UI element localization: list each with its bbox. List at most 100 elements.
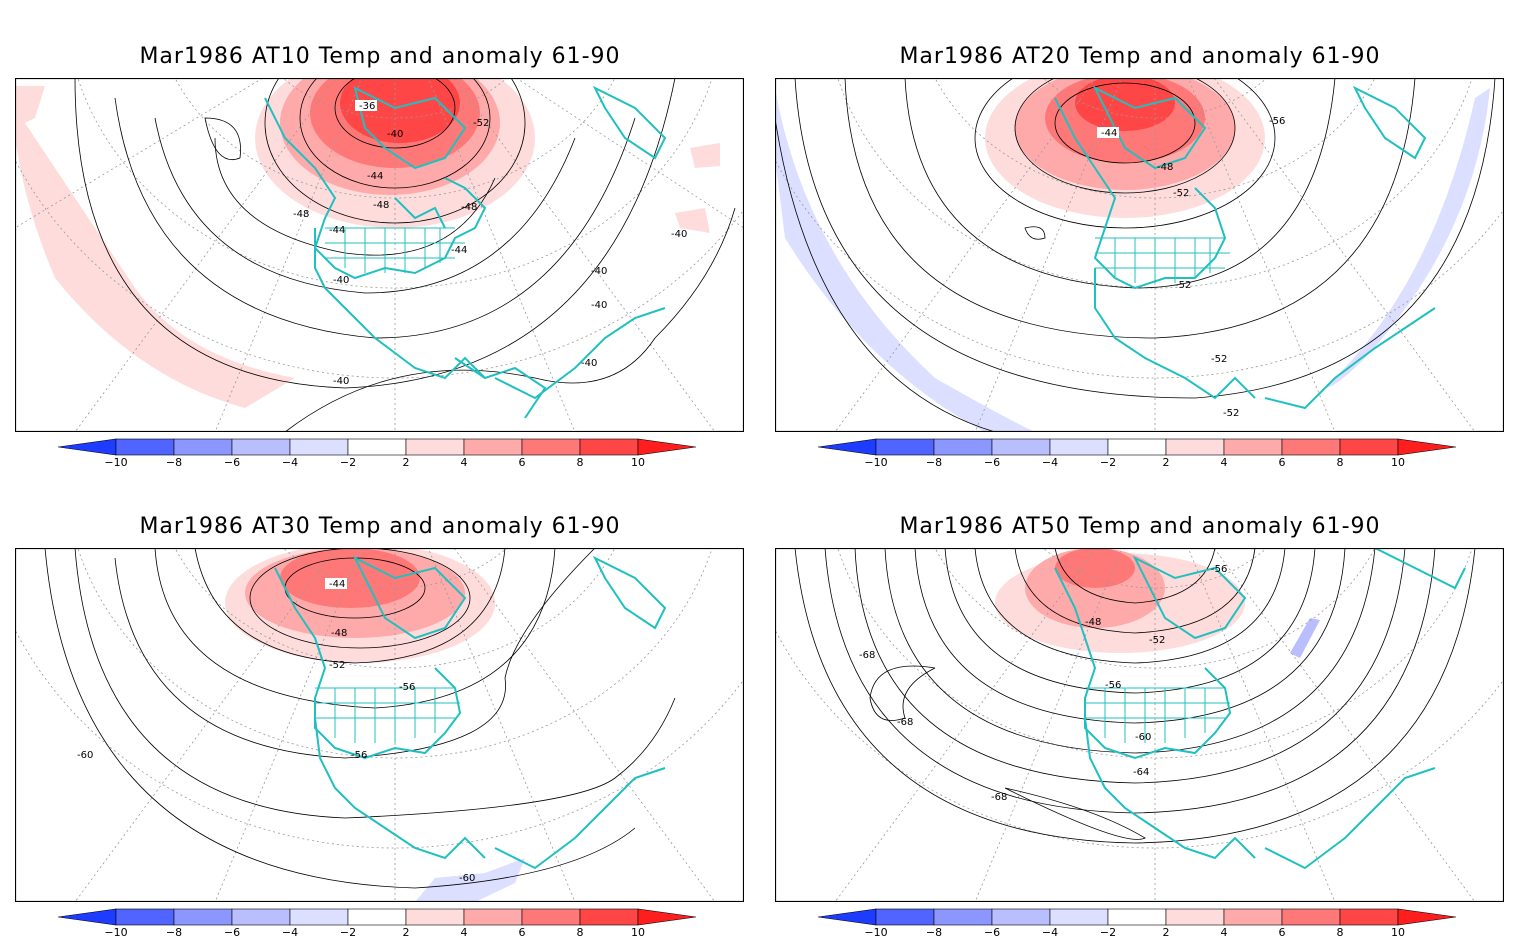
colorbar-segment	[115, 438, 175, 456]
anomaly-negative-region	[1290, 618, 1320, 658]
colorbar-tick-label: 10	[1391, 456, 1405, 469]
colorbar-tick-label: 4	[460, 926, 468, 939]
colorbar-arrow-high	[1397, 438, 1457, 456]
contour-label: -48	[331, 628, 347, 639]
colorbar-arrow-low	[818, 908, 877, 926]
colorbar-segment	[115, 908, 175, 926]
contour-label: -44	[329, 579, 345, 590]
contour-label: -40	[591, 266, 607, 277]
colorbar-segment	[875, 908, 935, 926]
contour-label: -40	[333, 376, 349, 387]
colorbar-tick-label: −4	[281, 926, 299, 939]
colorbar-segment	[933, 908, 993, 926]
colorbar-segment	[933, 438, 993, 456]
contour-label: -52	[1223, 408, 1239, 419]
colorbar-segment	[173, 438, 233, 456]
colorbar-tick-label: −4	[1041, 926, 1059, 939]
colorbar-segment	[1223, 908, 1283, 926]
contour-label: -44	[1101, 128, 1117, 139]
contour-label: -48	[1085, 617, 1101, 628]
map-plot: -36 -40 -44 -48 -52 -48 -48 -44 -44 -40 …	[15, 78, 744, 432]
panel-at10: Mar1986 AT10 Temp and anomaly 61-90	[0, 0, 760, 470]
coastline	[1264, 767, 1436, 870]
contour-label: -56	[399, 682, 415, 693]
colorbar-segment	[991, 908, 1051, 926]
colorbar-tick-label: −8	[165, 456, 183, 469]
coastline	[592, 555, 667, 630]
colorbar-segment	[347, 438, 407, 456]
colorbar-tick-label: 2	[402, 456, 410, 469]
colorbar-segment	[463, 438, 523, 456]
colorbar-segment	[289, 908, 349, 926]
contour-label: -52	[1211, 354, 1227, 365]
colorbar-tick-label: −4	[1041, 456, 1059, 469]
colorbar-tick-label: −2	[339, 926, 357, 939]
colorbar	[818, 438, 1457, 456]
anomaly-positive-region	[340, 78, 460, 143]
colorbar-tick-label: −10	[864, 456, 888, 469]
anomaly-positive-region	[15, 86, 45, 128]
colorbar-tick-label: −2	[1099, 926, 1117, 939]
colorbar-segment	[1107, 908, 1167, 926]
coastline	[592, 85, 667, 160]
contour-label: -44	[367, 171, 383, 182]
colorbar-tick-label: −10	[104, 926, 128, 939]
colorbar-tick-label: −6	[983, 926, 1001, 939]
coastline	[1054, 567, 1232, 760]
panel-title: Mar1986 AT50 Temp and anomaly 61-90	[899, 514, 1381, 539]
colorbar-segment	[289, 438, 349, 456]
colorbar-tick-label: 8	[1336, 926, 1344, 939]
colorbar-tick-label: 6	[518, 456, 526, 469]
colorbar-tick-label: 4	[1220, 456, 1228, 469]
contour-label: -56	[1269, 116, 1285, 127]
colorbar-segment	[405, 438, 465, 456]
colorbar-tick-label: 8	[576, 926, 584, 939]
colorbar-segment	[1339, 908, 1399, 926]
contour-label: -40	[387, 129, 403, 140]
colorbar-tick-label: 2	[402, 926, 410, 939]
anomaly-positive-region	[1055, 548, 1135, 588]
colorbar-tick-label: −8	[925, 456, 943, 469]
contour-label: -60	[459, 873, 475, 884]
contour-label: -36	[359, 101, 375, 112]
contour-label: -44	[329, 225, 345, 236]
colorbar-segment	[579, 908, 639, 926]
contour-label: -52	[473, 118, 489, 129]
colorbar-segment	[1165, 908, 1225, 926]
colorbar	[58, 438, 697, 456]
contour-label: -40	[671, 229, 687, 240]
contour-label: -68	[859, 650, 875, 661]
colorbar-segment	[521, 438, 581, 456]
panel-title: Mar1986 AT30 Temp and anomaly 61-90	[139, 514, 621, 539]
contour-label: -40	[333, 275, 349, 286]
coastline	[1054, 97, 1227, 290]
colorbar-tick-label: −2	[1099, 456, 1117, 469]
contour-label: -52	[1173, 188, 1189, 199]
colorbar-segment	[991, 438, 1051, 456]
colorbar-tick-label: −6	[223, 456, 241, 469]
colorbar	[58, 908, 697, 926]
colorbar-segment	[1107, 438, 1167, 456]
colorbar-tick-label: 6	[518, 926, 526, 939]
colorbar-segment	[231, 908, 291, 926]
colorbar-arrow-low	[818, 438, 877, 456]
contour-label: -40	[581, 358, 597, 369]
coastline	[314, 228, 486, 380]
contour-label: -48	[461, 202, 477, 213]
colorbar-tick-label: −4	[281, 456, 299, 469]
coastline	[1264, 307, 1436, 410]
contour-label: -52	[1175, 280, 1191, 291]
colorbar-arrow-low	[58, 908, 117, 926]
colorbar-arrow-high	[637, 908, 697, 926]
contour-label: -60	[1135, 732, 1151, 743]
colorbar-tick-label: 6	[1278, 456, 1286, 469]
coastline	[494, 767, 666, 870]
colorbar-arrow-low	[58, 438, 117, 456]
colorbar-segment	[347, 908, 407, 926]
contour-label: -64	[1133, 767, 1149, 778]
contour-label: -56	[1211, 564, 1227, 575]
contour-label: -68	[897, 717, 913, 728]
contour-label: -48	[373, 200, 389, 211]
colorbar-tick-label: 10	[1391, 926, 1405, 939]
colorbar-tick-label: 10	[631, 456, 645, 469]
